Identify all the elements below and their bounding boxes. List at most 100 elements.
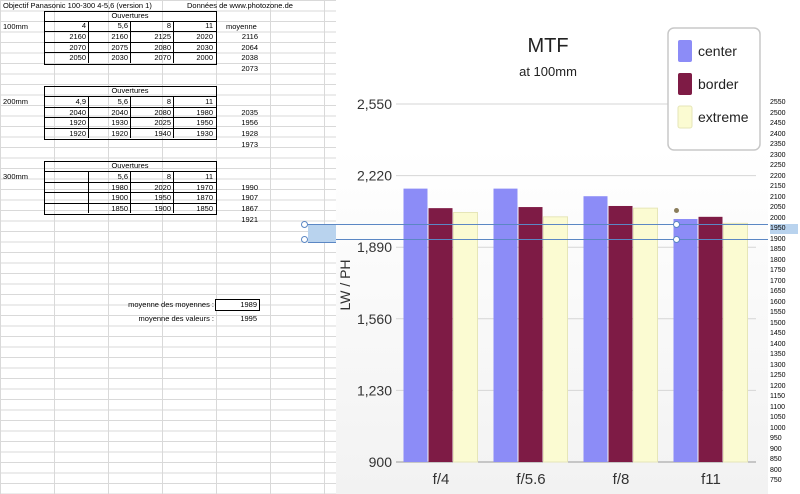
data-cell: 1870 xyxy=(196,193,213,202)
aperture-cell: 8 xyxy=(166,21,171,30)
data-cell: 1970 xyxy=(196,183,213,192)
scale-value: 750 xyxy=(770,477,782,484)
data-cell: 1980 xyxy=(196,108,213,117)
resize-handle[interactable] xyxy=(301,236,308,243)
resize-handle[interactable] xyxy=(673,236,680,243)
aperture-cell: 4 xyxy=(81,21,86,30)
legend-swatch xyxy=(678,73,692,95)
data-cell: 1950 xyxy=(196,118,213,127)
scale-value: 850 xyxy=(770,456,782,463)
aperture-cell: 8 xyxy=(166,172,171,181)
row-average: 1867 xyxy=(241,204,258,213)
table-header: Ouvertures xyxy=(111,86,149,95)
row-average: 2038 xyxy=(241,53,258,62)
mtf-chart[interactable]: MTF at 100mm LW / PH center border extreme… xyxy=(336,0,768,494)
data-cell: 2020 xyxy=(196,32,213,41)
scale-value: 1250 xyxy=(770,372,786,379)
active-cell[interactable] xyxy=(215,299,260,311)
scale-value: 1000 xyxy=(770,424,786,432)
data-cell: 1850 xyxy=(196,204,213,213)
aperture-cell: 8 xyxy=(166,97,171,106)
table-overall-average: 1973 xyxy=(241,140,258,149)
data-cell: 2070 xyxy=(69,43,86,52)
table-label: 300mm xyxy=(3,172,29,181)
scale-value: 1950 xyxy=(770,224,798,234)
data-cell: 1940 xyxy=(154,129,171,138)
data-cell: 1920 xyxy=(69,118,86,127)
legend-label: extreme xyxy=(698,109,749,125)
row-average: 2116 xyxy=(241,32,258,41)
aperture-cell: 5,6 xyxy=(117,172,128,181)
row-average: 2035 xyxy=(241,108,258,117)
scale-value: 1050 xyxy=(770,414,786,421)
scale-value: 2450 xyxy=(770,120,786,127)
scale-value: 1100 xyxy=(770,403,786,411)
scale-value: 2250 xyxy=(770,162,786,169)
resize-handle[interactable] xyxy=(674,208,679,213)
scale-value: 950 xyxy=(770,435,782,442)
summary-label: moyenne des valeurs : xyxy=(138,314,214,323)
legend-label: center xyxy=(698,43,737,59)
scale-value: 1900 xyxy=(770,235,786,243)
summary-value: 1989 xyxy=(240,300,257,309)
data-cell: 1900 xyxy=(111,193,128,202)
bar-border-1 xyxy=(518,207,543,462)
bar-center-0 xyxy=(403,188,428,463)
bar-border-2 xyxy=(608,205,633,462)
data-cell: 2070 xyxy=(154,53,171,62)
data-cell: 2040 xyxy=(111,108,128,117)
data-cell: 2075 xyxy=(111,43,128,52)
scale-value: 1650 xyxy=(770,288,786,295)
resize-handle[interactable] xyxy=(301,221,308,228)
legend-swatch xyxy=(678,40,692,62)
scale-value: 1850 xyxy=(770,246,786,253)
data-cell: 1930 xyxy=(196,129,213,138)
y-tick-label: 900 xyxy=(369,454,393,470)
data-cell: 1850 xyxy=(111,204,128,213)
data-cell: 2020 xyxy=(154,183,171,192)
scale-value: 2500 xyxy=(770,109,786,117)
data-cell: 2030 xyxy=(196,43,213,52)
scale-value: 1400 xyxy=(770,340,786,348)
data-cell: 2080 xyxy=(154,108,171,117)
scale-value: 1300 xyxy=(770,361,786,369)
table-header: Ouvertures xyxy=(111,11,149,20)
bar-center-2 xyxy=(583,196,608,462)
scale-value: 1550 xyxy=(770,309,786,316)
scale-value: 2300 xyxy=(770,151,786,159)
row-selection-handle[interactable] xyxy=(308,224,338,243)
data-source: Données de www.photozone.de xyxy=(187,1,293,10)
scale-value: 1500 xyxy=(770,319,786,327)
y-tick-label: 1,230 xyxy=(357,382,392,398)
scale-value: 2050 xyxy=(770,204,786,211)
aperture-cell: 5,6 xyxy=(117,21,128,30)
y-tick-label: 1,560 xyxy=(357,311,392,327)
data-cell: 2050 xyxy=(69,53,86,62)
scale-value: 900 xyxy=(770,445,782,453)
data-cell: 2000 xyxy=(196,53,213,62)
table-label: 100mm xyxy=(3,22,29,31)
resize-handle[interactable] xyxy=(673,221,680,228)
data-cell: 2040 xyxy=(69,108,86,117)
x-tick-label: f/8 xyxy=(613,471,630,488)
scale-value: 2200 xyxy=(770,172,786,180)
table-label: 200mm xyxy=(3,97,29,106)
row-average: 2064 xyxy=(241,43,258,52)
data-cell: 2160 xyxy=(69,32,86,41)
y-tick-label: 1,890 xyxy=(357,239,392,255)
y-tick-label: 2,220 xyxy=(357,168,392,184)
bar-extreme-0 xyxy=(453,211,478,463)
row-average: 1990 xyxy=(241,183,258,192)
bar-border-0 xyxy=(428,208,453,462)
summary-label: moyenne des moyennes : xyxy=(128,300,214,309)
scale-value: 1450 xyxy=(770,330,786,337)
data-cell: 1920 xyxy=(69,129,86,138)
data-cell: 1980 xyxy=(111,183,128,192)
bar-border-3 xyxy=(698,216,723,462)
selection-line-bottom xyxy=(336,239,768,240)
value-scale-column: 2550 2500 2450 2400 2350 2300 2250 2200 2150 2100… xyxy=(768,0,800,494)
legend-label: border xyxy=(698,76,739,92)
scale-value: 1800 xyxy=(770,256,786,264)
row-average: 1956 xyxy=(241,118,258,127)
row-average: 1907 xyxy=(241,193,258,202)
